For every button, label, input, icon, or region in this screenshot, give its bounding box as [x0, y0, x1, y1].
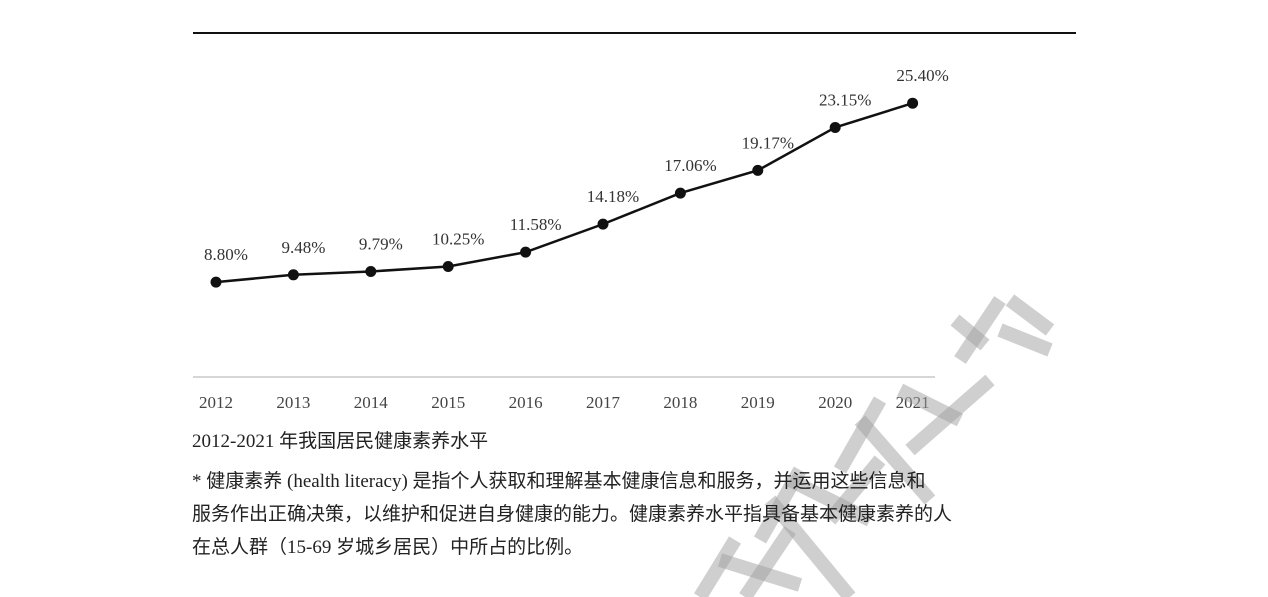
watermark-stroke [739, 526, 796, 597]
x-tick-label: 2013 [276, 393, 310, 412]
data-label: 17.06% [664, 156, 716, 175]
data-point [442, 261, 454, 273]
data-label: 19.17% [742, 133, 794, 152]
data-point [907, 97, 919, 109]
data-label: 11.58% [510, 215, 562, 234]
x-tick-label: 2019 [741, 393, 775, 412]
data-point [520, 246, 532, 258]
data-point [674, 187, 686, 199]
data-label: 14.18% [587, 187, 639, 206]
data-label: 9.79% [359, 234, 403, 253]
data-point [597, 218, 609, 230]
data-point [752, 164, 764, 176]
x-tick-label: 2015 [431, 393, 465, 412]
data-label: 25.40% [896, 66, 948, 85]
caption-note-line-1: * 健康素养 (health literacy) 是指个人获取和理解基本健康信息… [192, 471, 926, 492]
data-point [365, 265, 377, 277]
caption-note-line-2: 服务作出正确决策，以维护和促进自身健康的能力。健康素养水平指具备基本健康素养的人 [192, 504, 953, 525]
figure-caption-title: 2012-2021 年我国居民健康素养水平 [192, 431, 489, 452]
x-tick-label: 2017 [586, 393, 621, 412]
x-tick-label: 2020 [818, 393, 852, 412]
watermark-stroke [717, 553, 803, 592]
data-label: 10.25% [432, 230, 484, 249]
data-label: 9.48% [281, 238, 325, 257]
series-line [215, 101, 913, 284]
watermark-stroke [694, 536, 741, 597]
data-point [210, 276, 222, 288]
data-point [287, 269, 299, 281]
x-tick-label: 2014 [354, 393, 389, 412]
x-tick-label: 2018 [663, 393, 697, 412]
x-tick-label: 2021 [896, 393, 930, 412]
top-rule [193, 32, 1076, 34]
line-chart: 8.80% 2012 9.48% 2013 9.79% 2014 10.25% 2015 11.… [193, 66, 949, 412]
caption-note-line-3: 在总人群（15-69 岁城乡居民）中所占的比例。 [192, 537, 584, 558]
x-tick-label: 2012 [199, 393, 233, 412]
x-tick-label: 2016 [509, 393, 543, 412]
data-label: 23.15% [819, 90, 871, 109]
data-label: 8.80% [204, 245, 248, 264]
data-point [829, 121, 841, 133]
